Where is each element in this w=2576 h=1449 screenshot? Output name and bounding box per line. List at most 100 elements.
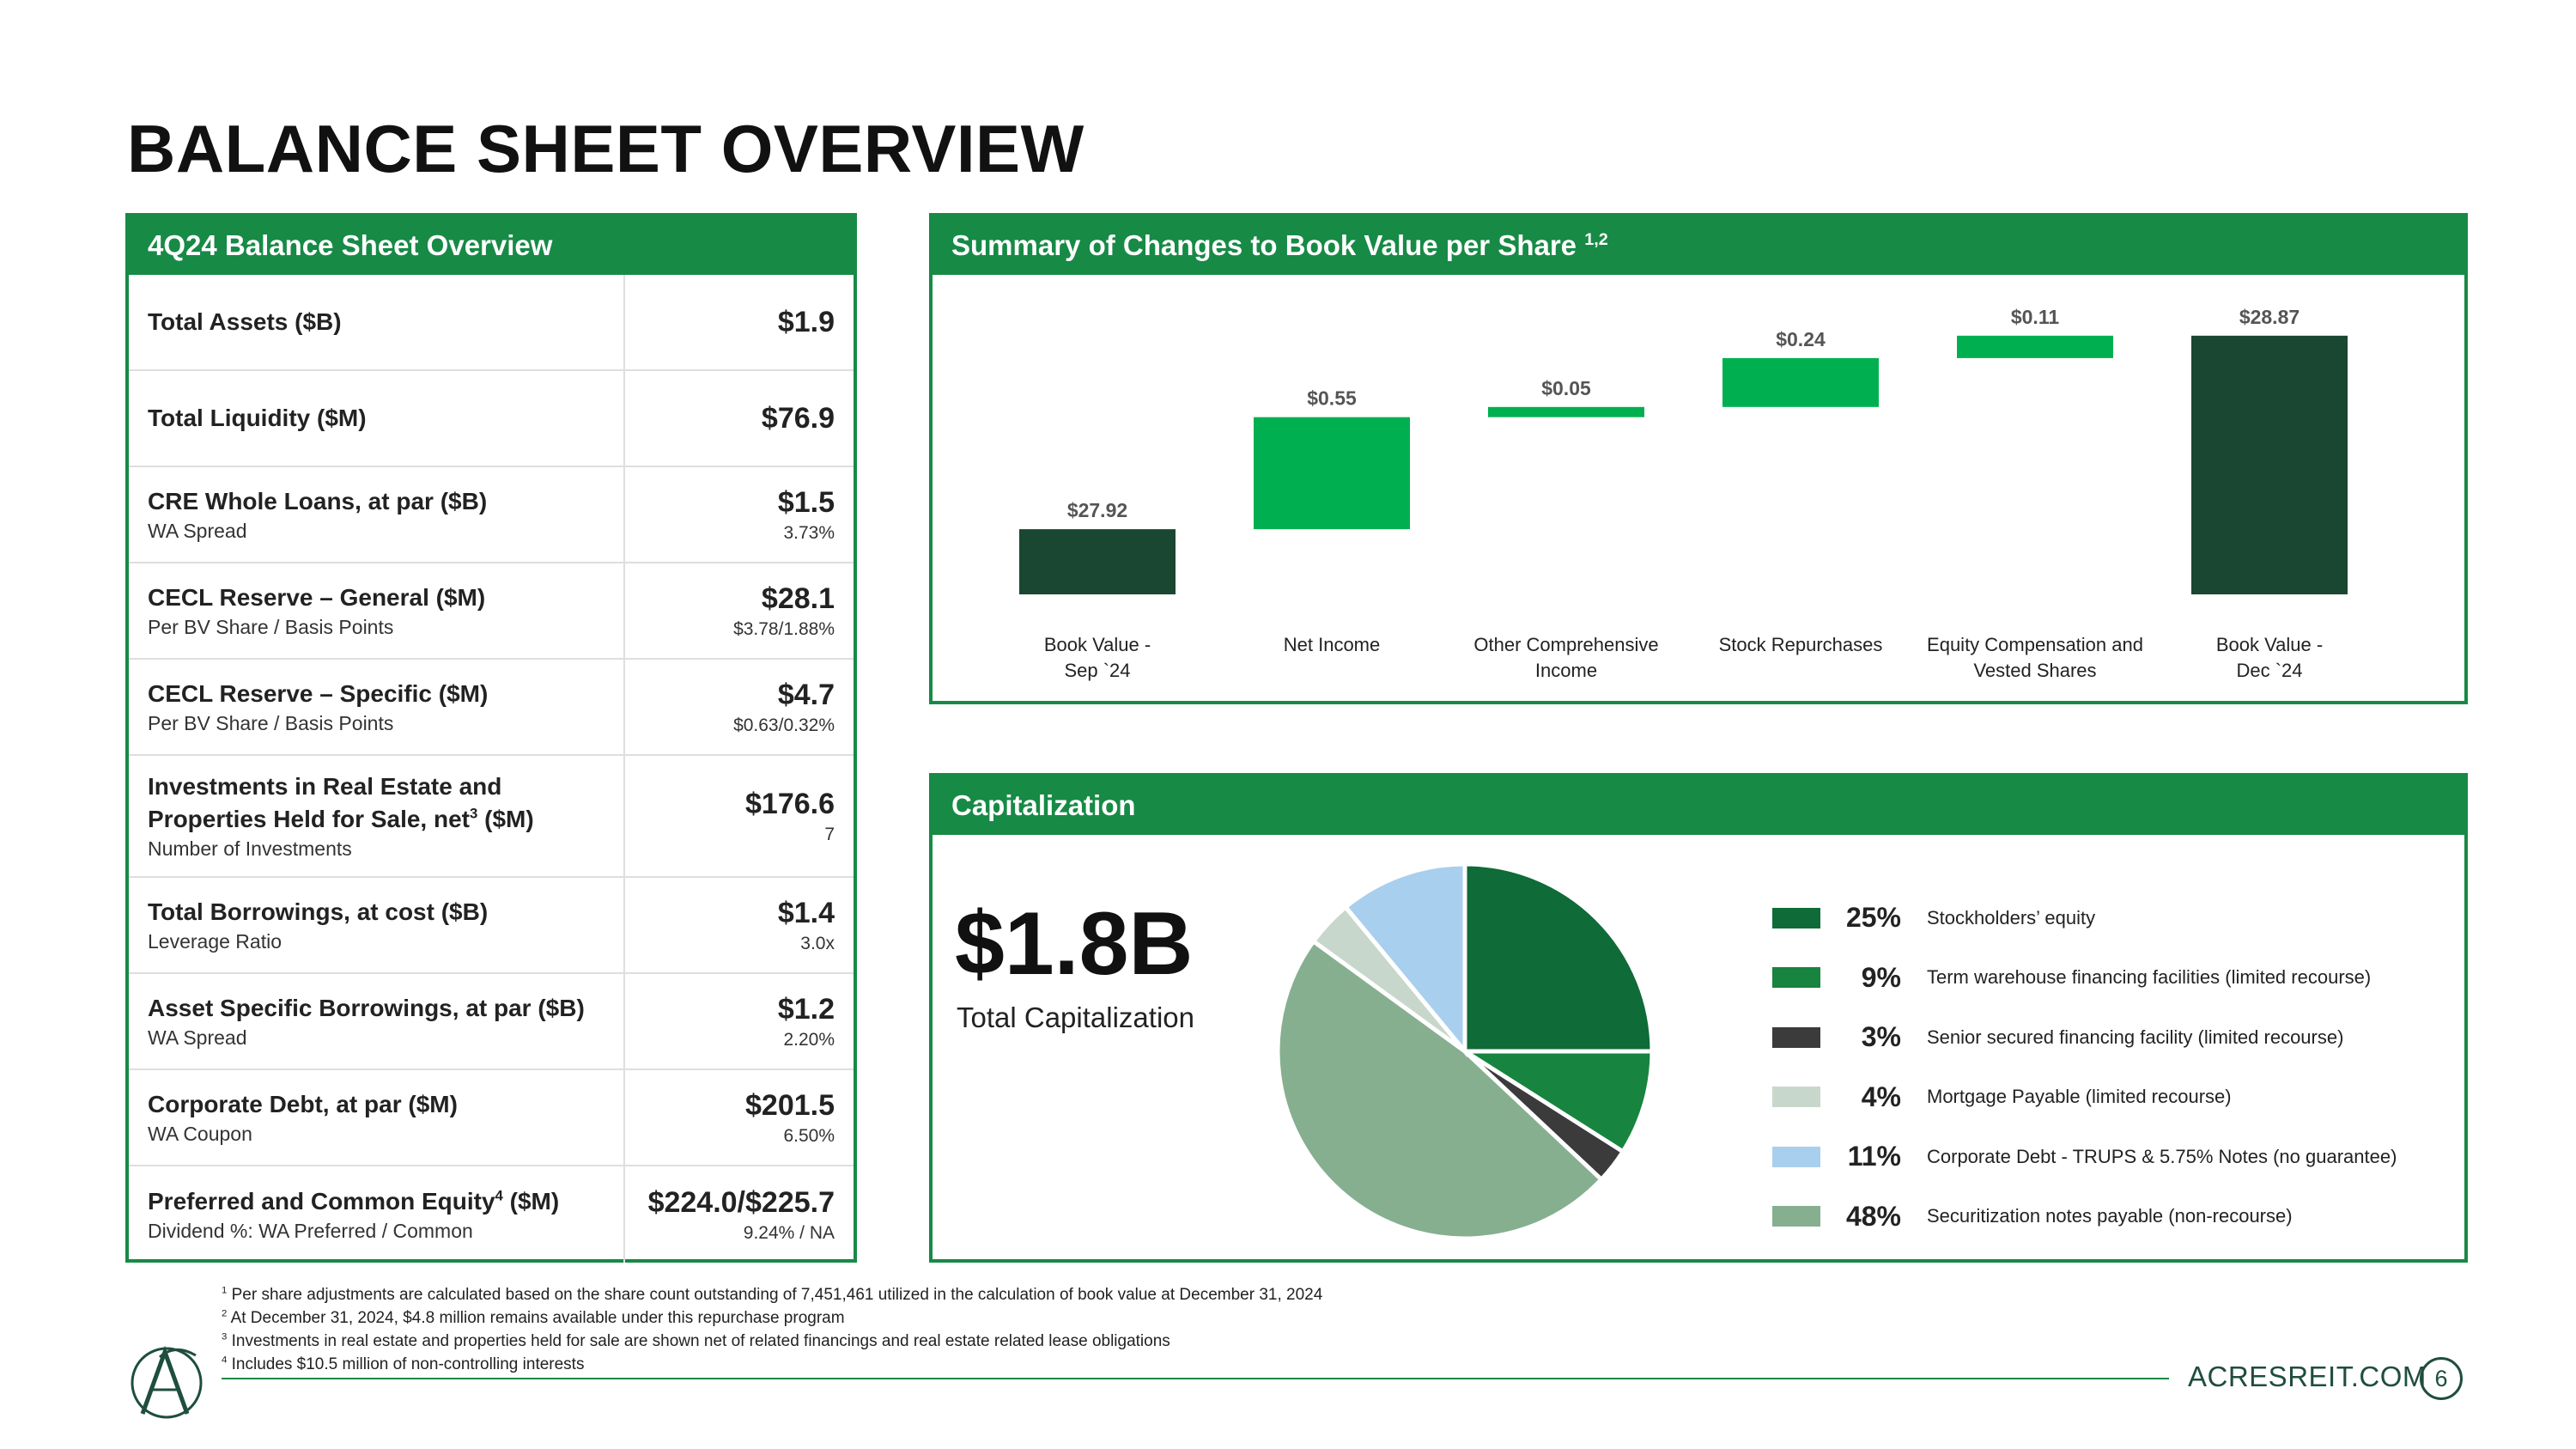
row-sublabel: WA Spread [148, 1026, 247, 1049]
pie-slice [1275, 938, 1605, 1241]
waterfall-bar [1488, 406, 1644, 417]
book-value-header: Summary of Changes to Book Value per Sha… [933, 216, 2464, 275]
table-row: Asset Specific Borrowings, at par ($B) W… [129, 974, 854, 1070]
row-value: $1.9 [777, 306, 835, 338]
row-sublabel: Leverage Ratio [148, 930, 282, 953]
row-label-line-1: Investments in Real Estate and [148, 773, 502, 800]
category-label: Stock Repurchases [1719, 634, 1883, 655]
website-link[interactable]: ACRESREIT.COM [2188, 1361, 2427, 1392]
table-row: Investments in Real Estate and Propertie… [129, 756, 854, 878]
footnote: 1 Per share adjustments are calculated b… [222, 1285, 1323, 1304]
table-row: CRE Whole Loans, at par ($B) WA Spread $… [129, 467, 854, 563]
row-subvalue: $3.78/1.88% [733, 619, 835, 639]
total-capitalization-value: $1.8B [955, 894, 1194, 994]
row-label: CECL Reserve – General ($M) [148, 584, 486, 611]
legend-percent: 4% [1861, 1081, 1901, 1112]
table-row: Total Borrowings, at cost ($B) Leverage … [129, 878, 854, 974]
capitalization-panel: Capitalization $1.8B Total Capitalizatio… [929, 773, 2468, 1263]
category-label: Vested Shares [1973, 660, 2096, 681]
row-subvalue: 7 [824, 825, 835, 844]
table-row: Corporate Debt, at par ($M) WA Coupon $2… [129, 1070, 854, 1166]
legend-label: Corporate Debt - TRUPS & 5.75% Notes (no… [1927, 1145, 2397, 1167]
capitalization-pie-chart [1275, 861, 1655, 1241]
legend-label: Senior secured financing facility (limit… [1927, 1026, 2344, 1048]
footer-divider [222, 1378, 2169, 1379]
total-capitalization-label: Total Capitalization [957, 1002, 1194, 1033]
legend-percent: 48% [1845, 1200, 1901, 1232]
waterfall-bar [1254, 417, 1410, 530]
row-subvalue: 2.20% [783, 1030, 835, 1050]
row-label: Corporate Debt, at par ($M) [148, 1091, 458, 1117]
row-subvalue: 3.73% [783, 523, 835, 543]
pie-slice [1457, 1049, 1655, 1155]
table-row: CECL Reserve – Specific ($M) Per BV Shar… [129, 660, 854, 756]
row-value: $4.7 [777, 679, 835, 711]
data-label: $0.24 [1776, 328, 1826, 350]
row-subvalue: 6.50% [783, 1126, 835, 1146]
acres-logo-icon [131, 1345, 203, 1419]
row-label: Asset Specific Borrowings, at par ($B) [148, 995, 585, 1021]
row-sublabel: Per BV Share / Basis Points [148, 616, 394, 638]
legend-item: 4% Mortgage Payable (limited recourse) [1772, 1068, 2397, 1128]
row-label: Preferred and Common Equity4 ($M) [148, 1187, 560, 1215]
legend-item: 9% Term warehouse financing facilities (l… [1772, 948, 2397, 1008]
category-label: Book Value - [1044, 634, 1151, 655]
row-label-line-2: Properties Held for Sale, net3 ($M) [148, 805, 534, 832]
legend-percent: 3% [1861, 1021, 1901, 1053]
footnote: 4 Includes $10.5 million of non-controll… [222, 1355, 585, 1373]
row-value: $201.5 [745, 1089, 835, 1122]
footnote: 3 Investments in real estate and propert… [222, 1331, 1170, 1350]
page-title: BALANCE SHEET OVERVIEW [127, 111, 1084, 186]
data-label: $0.11 [2011, 306, 2059, 328]
legend-swatch [1772, 1146, 1820, 1167]
data-label: $0.55 [1307, 387, 1357, 410]
row-label: Total Liquidity ($M) [148, 405, 367, 431]
legend-swatch [1772, 1087, 1820, 1108]
category-label: Income [1535, 660, 1597, 681]
category-label: Dec `24 [2236, 660, 2302, 681]
waterfall-bar [2191, 335, 2348, 594]
waterfall-bar [1722, 357, 1879, 407]
data-label: $27.92 [1067, 499, 1127, 521]
data-label: $0.05 [1541, 377, 1591, 399]
page-number: 6 [2420, 1357, 2463, 1400]
row-subvalue: 3.0x [800, 934, 835, 953]
waterfall-bar [1019, 529, 1176, 594]
pie-legend: 25% Stockholders’ equity 9% Term warehouse … [1772, 888, 2397, 1246]
waterfall-bar [1957, 335, 2113, 358]
row-sublabel: WA Coupon [148, 1123, 252, 1145]
legend-item: 11% Corporate Debt - TRUPS & 5.75% Notes … [1772, 1127, 2397, 1187]
legend-percent: 25% [1845, 902, 1901, 934]
pie-slice [1342, 861, 1467, 1057]
category-label: Sep `24 [1064, 660, 1130, 681]
row-subvalue: $0.63/0.32% [733, 715, 835, 735]
row-value: $224.0/$225.7 [647, 1186, 835, 1219]
row-value: $176.6 [745, 788, 835, 820]
row-label: CRE Whole Loans, at par ($B) [148, 488, 488, 514]
row-label: Total Assets ($B) [148, 308, 342, 335]
legend-swatch [1772, 907, 1820, 928]
category-label: Book Value - [2216, 634, 2323, 655]
table-row: Total Assets ($B) $1.9 [129, 275, 854, 371]
category-label: Other Comprehensive [1473, 634, 1658, 655]
category-label: Equity Compensation and [1927, 634, 2143, 655]
category-label: Net Income [1284, 634, 1381, 655]
legend-item: 25% Stockholders’ equity [1772, 888, 2397, 948]
row-sublabel: WA Spread [148, 520, 247, 542]
row-sublabel: Number of Investments [148, 837, 352, 860]
legend-label: Securitization notes payable (non-recour… [1927, 1205, 2293, 1227]
legend-item: 48% Securitization notes payable (non-rec… [1772, 1187, 2397, 1247]
balance-sheet-panel: 4Q24 Balance Sheet Overview Total Assets… [125, 213, 857, 1263]
legend-percent: 11% [1847, 1141, 1901, 1172]
capitalization-header: Capitalization [933, 776, 2464, 835]
row-sublabel: Per BV Share / Basis Points [148, 712, 394, 734]
row-value: $76.9 [761, 402, 835, 435]
legend-swatch [1772, 1026, 1820, 1048]
waterfall-chart: $27.92 Book Value - Sep `24 $0.55 Net Income… [1019, 306, 2348, 681]
row-sublabel: Dividend %: WA Preferred / Common [148, 1220, 473, 1242]
legend-label: Mortgage Payable (limited recourse) [1927, 1086, 2232, 1108]
book-value-panel: Summary of Changes to Book Value per Sha… [929, 213, 2468, 704]
row-value: $28.1 [761, 582, 835, 615]
row-label: Total Borrowings, at cost ($B) [148, 898, 489, 925]
data-label: $28.87 [2239, 306, 2300, 328]
